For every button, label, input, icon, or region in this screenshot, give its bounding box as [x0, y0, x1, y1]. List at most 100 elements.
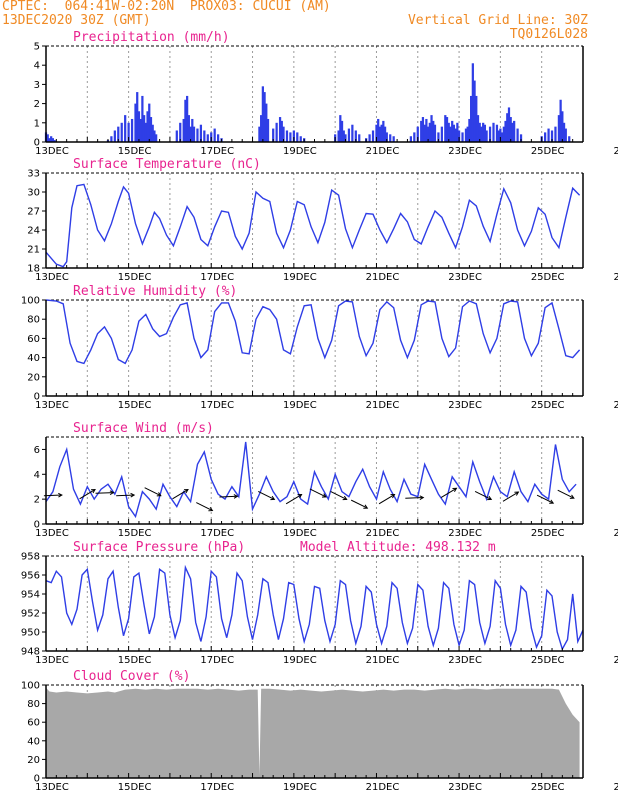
precip-bar — [502, 126, 505, 142]
precip-xtick-label: 25DEC — [531, 146, 565, 157]
precip-bar — [516, 128, 519, 142]
precip-bar — [423, 124, 426, 142]
wind-arrow-head — [514, 491, 520, 496]
cloud-xtick-label: 27DEC — [613, 782, 618, 793]
wind-ytick-label: 4 — [34, 470, 40, 481]
precip-bar — [378, 126, 382, 142]
wind-arrow — [219, 494, 239, 499]
cloud-ytick-label: 20 — [27, 755, 40, 766]
press-xtick-label: 15DEC — [118, 655, 152, 666]
precip-xtick-label: 27DEC — [613, 146, 618, 157]
wind-title: Surface Wind (m/s) — [73, 421, 214, 436]
precip-bar — [445, 117, 449, 142]
wind-arrow — [79, 489, 96, 500]
wind-arrow — [557, 489, 575, 499]
precip-bar — [282, 126, 285, 142]
cloud-xtick-label: 21DEC — [366, 782, 400, 793]
temp-xtick-label: 15DEC — [118, 272, 152, 283]
precip-bar — [130, 118, 134, 142]
wind-arrow-head — [233, 494, 239, 499]
temp-ytick-label: 27 — [27, 207, 40, 218]
precip-bar — [289, 132, 292, 142]
precip-bar — [46, 134, 49, 142]
wind-arrow-shaft — [79, 489, 96, 500]
wind-arrow-shaft — [309, 488, 327, 498]
wind-xtick-label: 19DEC — [283, 528, 317, 539]
precip-bar — [124, 115, 127, 142]
precip-bar — [134, 103, 137, 142]
precip-bar — [275, 122, 278, 142]
press-ytick-label: 956 — [21, 571, 40, 582]
wind-arrow — [350, 499, 369, 509]
precip-bar — [383, 126, 387, 142]
precip-bar — [272, 128, 275, 142]
precip-title: Precipitation (mm/h) — [73, 30, 230, 45]
precip-bar — [561, 111, 564, 142]
temp-ytick-label: 30 — [27, 188, 40, 199]
precip-xtick-label: 21DEC — [366, 146, 400, 157]
precip-bar — [339, 115, 342, 142]
precip-bar — [500, 132, 504, 142]
precip-bar — [499, 128, 502, 142]
precip-bar — [151, 124, 154, 142]
wind-ytick-label: 0 — [34, 520, 40, 531]
wind-arrow-head — [156, 492, 162, 497]
precip-ytick-label: 3 — [34, 80, 40, 91]
precip-bar — [184, 99, 187, 142]
precip-bar — [136, 92, 139, 142]
wind-arrow-shaft — [557, 489, 575, 499]
rh-ytick-label: 40 — [27, 353, 40, 364]
precip-bar — [380, 124, 383, 142]
cloud-ytick-label: 80 — [27, 699, 40, 710]
precip-bar — [513, 120, 516, 142]
precip-xtick-label: 19DEC — [283, 146, 317, 157]
precip-bar — [192, 126, 196, 142]
precip-bar — [342, 130, 345, 142]
rh-xtick-label: 21DEC — [366, 400, 400, 411]
header-date: 13DEC2020 30Z (GMT) — [2, 13, 151, 28]
wind-arrow-shaft — [350, 499, 368, 509]
temp-ytick-label: 18 — [27, 264, 40, 275]
wind-arrow-head — [208, 507, 214, 512]
precip-bar — [444, 115, 447, 142]
wind-xtick-label: 13DEC — [35, 528, 69, 539]
precip-bar — [213, 128, 216, 142]
precip-bar — [191, 118, 194, 142]
press-subtitle: Model Altitude: 498.132 m — [300, 540, 496, 555]
wind-arrow — [502, 491, 520, 502]
cloud-xtick-label: 25DEC — [531, 782, 565, 793]
precip-bar — [351, 124, 354, 142]
rh-xtick-label: 15DEC — [118, 400, 152, 411]
press-ytick-label: 954 — [21, 590, 40, 601]
wind-arrow — [440, 487, 458, 498]
precip-bar — [464, 128, 468, 142]
precip-bar — [511, 122, 514, 142]
precip-bar — [258, 126, 261, 142]
precip-bar — [266, 118, 270, 142]
precip-bar — [562, 122, 566, 142]
wind-arrow-head — [363, 504, 369, 509]
press-xtick-label: 13DEC — [35, 655, 69, 666]
rh-ytick-label: 20 — [27, 372, 40, 383]
wind-arrow-shaft — [95, 492, 114, 494]
precip-bar — [385, 132, 388, 142]
wind-arrow-head — [270, 495, 276, 501]
precip-bar — [144, 122, 147, 142]
precip-bar — [344, 134, 347, 142]
precip-bar — [492, 122, 495, 142]
precip-bar — [117, 126, 120, 142]
precip-bar — [544, 132, 547, 142]
precip-bar — [216, 134, 220, 142]
temp-line — [45, 183, 581, 268]
rh-ytick-label: 100 — [21, 296, 40, 307]
rh-line — [45, 299, 581, 365]
precip-bar — [113, 130, 116, 142]
precip-bar — [485, 130, 488, 142]
precip-bar — [392, 136, 395, 142]
rh-ytick-label: 0 — [34, 392, 40, 403]
wind-arrow-shaft — [116, 494, 135, 497]
precip-bar — [203, 130, 206, 142]
precip-bar — [261, 86, 264, 142]
precip-bar — [506, 113, 509, 142]
